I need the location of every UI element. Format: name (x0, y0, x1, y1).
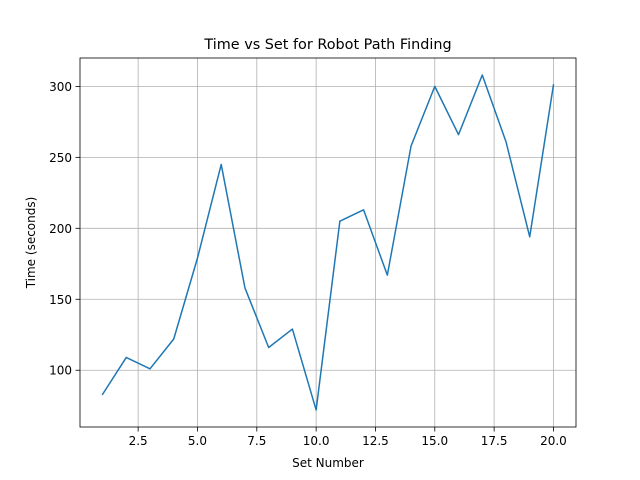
x-tick-label: 17.5 (481, 434, 508, 448)
x-tick-label: 12.5 (362, 434, 389, 448)
x-tick-label: 5.0 (188, 434, 207, 448)
y-tick-label: 250 (49, 151, 72, 165)
y-axis-label: Time (seconds) (24, 197, 38, 290)
y-tick-label: 200 (49, 222, 72, 236)
y-tick-label: 100 (49, 364, 72, 378)
x-tick-label: 20.0 (540, 434, 567, 448)
x-tick-label: 2.5 (129, 434, 148, 448)
y-tick-label: 300 (49, 80, 72, 94)
series-layer (101, 74, 555, 411)
x-axis-label: Set Number (292, 456, 364, 470)
x-tick-label: 15.0 (421, 434, 448, 448)
x-axis-ticks: 2.5 5.0 7.5 10.0 12.5 15.0 17.5 20.0 (129, 427, 567, 448)
x-tick-label: 7.5 (247, 434, 266, 448)
series-line (101, 74, 555, 411)
y-tick-label: 150 (49, 293, 72, 307)
x-tick-label: 10.0 (303, 434, 330, 448)
chart-title: Time vs Set for Robot Path Finding (203, 37, 451, 53)
plot-frame (79, 57, 577, 428)
y-axis-ticks: 100 150 200 250 300 (49, 80, 80, 378)
